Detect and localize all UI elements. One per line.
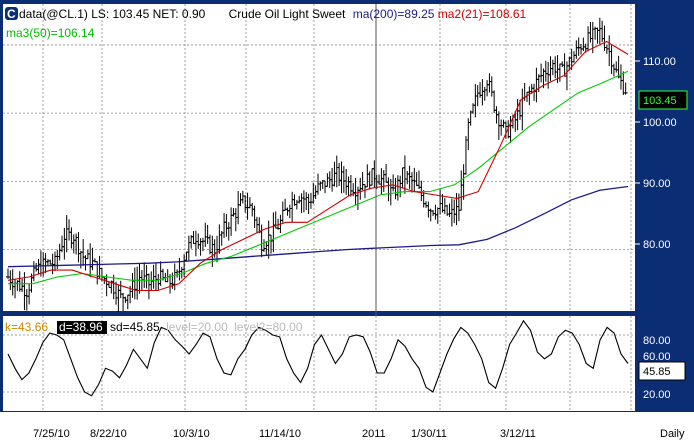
oscillator-axis: 80.00 60.00 20.00 45.85: [638, 335, 686, 401]
oscillator-grid: [3, 316, 635, 411]
date-label: 7/25/10: [33, 428, 70, 440]
oscillator-header: k=43.66 d=38.96 sd=45.85 level=20.00 lev…: [5, 320, 303, 334]
symbol-label: data(@CL.1) LS: 103.45 NET: 0.90: [19, 7, 206, 21]
price-tick-label: 80.00: [643, 239, 671, 251]
last-price-box: [638, 90, 688, 110]
symbol-badge-letter: C: [7, 7, 16, 21]
last-price-label: 103.45: [643, 95, 677, 107]
price-tick-label: 90.00: [643, 178, 671, 190]
oscillator-panel[interactable]: [3, 316, 635, 411]
date-label: 3/12/11: [500, 428, 536, 440]
stoch-sd-label: sd=45.85: [110, 320, 160, 334]
time-axis-labels: 7/25/10 8/22/10 10/3/10 11/14/10 2011 1/…: [33, 428, 685, 440]
price-grid: [3, 4, 635, 311]
osc-tick-label: 60.00: [643, 351, 671, 363]
price-tick-label: 110.00: [643, 56, 676, 68]
ma200-label: ma(200)=89.25: [353, 7, 435, 21]
level2-label: level2=80.00: [234, 320, 303, 334]
svg-text:data(@CL.1) LS: 103.45 NET: 0: data(@CL.1) LS: 103.45 NET: 0.90 Crude O…: [19, 7, 527, 21]
stoch-k-label: k=43.66: [5, 320, 48, 334]
svg-text:k=43.66: k=43.66: [5, 320, 48, 334]
price-axis: 110.00 100.00 90.00 80.00 103.45: [635, 56, 688, 251]
price-panel[interactable]: [3, 4, 635, 311]
osc-tick-label: 80.00: [643, 335, 671, 347]
date-label: 11/14/10: [259, 428, 301, 440]
svg-text:sd=45.85 level=20.00: sd=45.85 level=20.00 level2=80.00: [110, 320, 303, 334]
price-tick-label: 100.00: [643, 117, 677, 129]
osc-last-box: [638, 361, 686, 381]
price-header: C data(@CL.1) LS: 103.45 NET: 0.90 Crude…: [5, 7, 527, 40]
osc-tick-label: 20.00: [643, 389, 671, 401]
ma21-label: ma2(21)=108.61: [438, 7, 527, 21]
level1-label: level=20.00: [166, 320, 228, 334]
stoch-d-label: d=38.96: [59, 320, 103, 334]
date-label: 10/3/10: [173, 428, 210, 440]
ma50-label: ma3(50)=106.14: [6, 26, 95, 40]
date-label: 1/30/11: [411, 428, 447, 440]
time-axis: [0, 412, 694, 443]
instrument-name: Crude Oil Light Sweet: [229, 7, 346, 21]
ma200-line: [7, 185, 629, 268]
stoch-d-highlight: [57, 321, 107, 334]
stochastic-d-line: [7, 319, 629, 397]
osc-last-label: 45.85: [643, 366, 671, 378]
date-label: 2011: [362, 428, 386, 440]
ma50-line: [8, 70, 629, 285]
ma21-line: [7, 40, 629, 292]
period-label[interactable]: Daily: [660, 428, 685, 440]
symbol-badge[interactable]: [5, 7, 18, 20]
date-label: 8/22/10: [90, 428, 127, 440]
